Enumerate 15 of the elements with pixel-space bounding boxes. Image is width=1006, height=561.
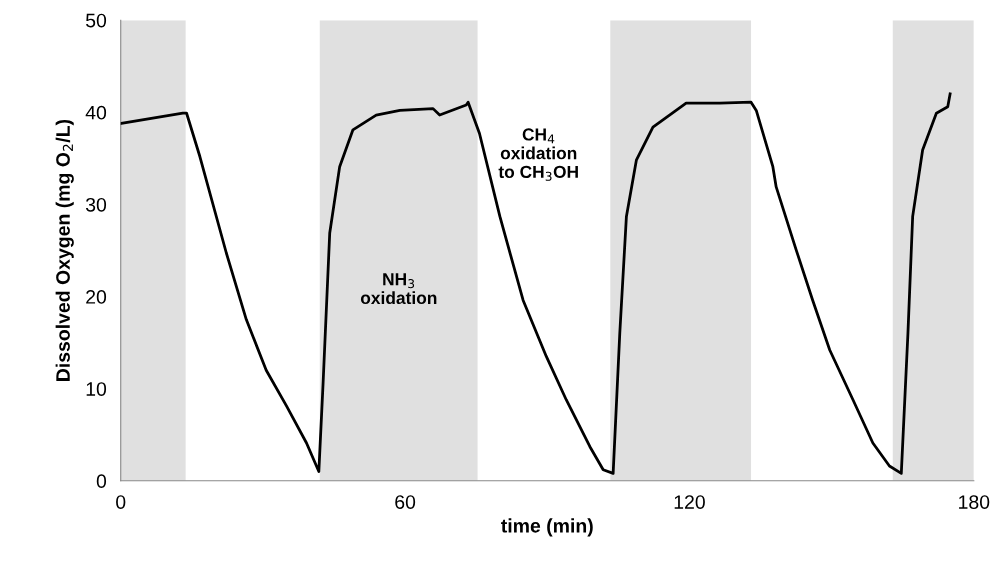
x-tick-label: 60 bbox=[395, 495, 416, 509]
x-axis-title: time (min) bbox=[501, 518, 593, 537]
x-tick-label: 120 bbox=[674, 495, 705, 509]
y-tick-label: 30 bbox=[85, 197, 107, 212]
y-tick-label: 40 bbox=[85, 105, 107, 120]
y-axis-title: Dissolved Oxygen (mg O$_{2}$/L) bbox=[55, 119, 74, 381]
y-tick-label: 50 bbox=[85, 13, 107, 28]
y-tick-label: 20 bbox=[86, 290, 107, 304]
annotation: CH$_{4}$ oxidation to CH$_{3}$OH bbox=[498, 128, 578, 181]
line-series bbox=[120, 92, 952, 475]
y-tick-label: 10 bbox=[86, 382, 107, 396]
x-tick-label: 0 bbox=[116, 495, 126, 509]
x-tick-label: 180 bbox=[959, 495, 990, 509]
annotation: NH$_{3}$ oxidation bbox=[360, 273, 437, 305]
y-tick-label: 0 bbox=[96, 474, 107, 489]
